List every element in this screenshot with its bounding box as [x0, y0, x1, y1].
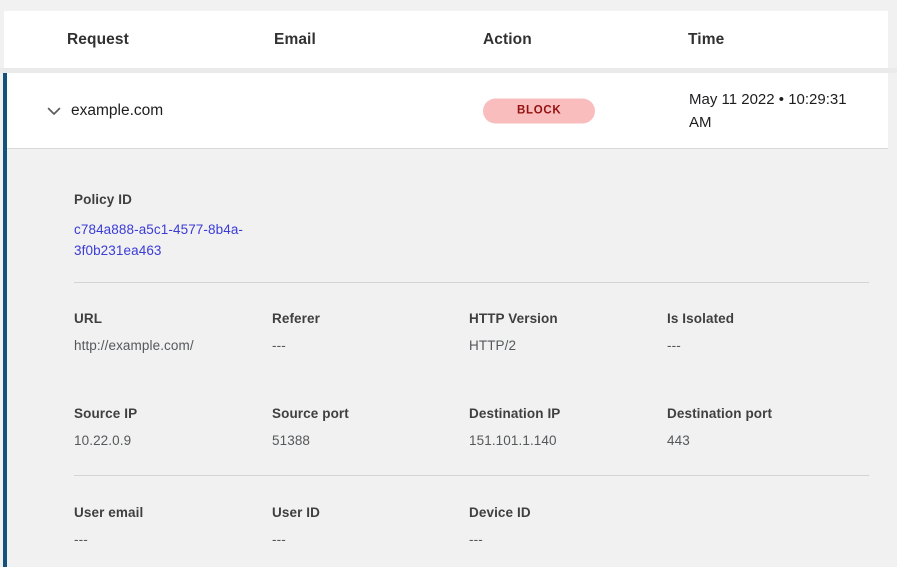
detail-field-policy-id: Policy ID c784a888-a5c1-4577-8b4a-3f0b23…	[74, 192, 269, 261]
table-header: Request Email Action Time	[4, 10, 888, 68]
detail-label-user-id: User ID	[272, 505, 320, 520]
detail-label-destination-port: Destination port	[667, 406, 773, 421]
detail-value-destination-ip: 151.101.1.140	[469, 433, 557, 448]
row-detail-panel: Policy ID c784a888-a5c1-4577-8b4a-3f0b23…	[4, 150, 888, 567]
status-badge: BLOCK	[483, 98, 596, 123]
detail-label-http-version: HTTP Version	[469, 311, 558, 326]
detail-field-user-id: User ID ---	[272, 505, 320, 547]
detail-value-user-email: ---	[74, 532, 88, 547]
detail-field-url: URL http://example.com/	[74, 311, 194, 353]
detail-label-destination-ip: Destination IP	[469, 406, 561, 421]
detail-label-device-id: Device ID	[469, 505, 531, 520]
detail-field-source-ip: Source IP 10.22.0.9	[74, 406, 137, 448]
detail-value-is-isolated: ---	[667, 338, 681, 353]
detail-value-source-ip: 10.22.0.9	[74, 433, 132, 448]
chevron-down-icon[interactable]	[42, 99, 66, 123]
detail-value-device-id: ---	[469, 532, 483, 547]
detail-value-source-port: 51388	[272, 433, 311, 448]
detail-field-http-version: HTTP Version HTTP/2	[469, 311, 558, 353]
column-header-email[interactable]: Email	[274, 30, 316, 48]
detail-field-source-port: Source port 51388	[272, 406, 349, 448]
detail-value-referer: ---	[272, 338, 286, 353]
detail-label-user-email: User email	[74, 505, 144, 520]
selected-row-accent-bar	[3, 73, 7, 567]
detail-field-user-email: User email ---	[74, 505, 143, 547]
detail-divider-1	[74, 282, 869, 283]
detail-label-referer: Referer	[272, 311, 320, 326]
column-header-time[interactable]: Time	[688, 30, 725, 48]
detail-value-url: http://example.com/	[74, 338, 194, 353]
detail-value-destination-port: 443	[667, 433, 690, 448]
detail-label-source-port: Source port	[272, 406, 349, 421]
detail-label-policy-id: Policy ID	[74, 192, 132, 207]
detail-field-referer: Referer ---	[272, 311, 320, 353]
row-request-value[interactable]: example.com	[71, 101, 164, 119]
detail-value-http-version: HTTP/2	[469, 338, 517, 353]
detail-field-destination-port: Destination port 443	[667, 406, 772, 448]
detail-field-is-isolated: Is Isolated ---	[667, 311, 734, 353]
column-header-action[interactable]: Action	[483, 30, 532, 48]
detail-value-user-id: ---	[272, 532, 286, 547]
detail-divider-2	[74, 475, 869, 476]
detail-field-destination-ip: Destination IP 151.101.1.140	[469, 406, 560, 448]
detail-label-url: URL	[74, 311, 103, 326]
detail-field-device-id: Device ID ---	[469, 505, 531, 547]
detail-label-source-ip: Source IP	[74, 406, 138, 421]
row-time-value: May 11 2022 • 10:29:31 AM	[689, 90, 847, 131]
table-row[interactable]: example.com BLOCK May 11 2022 • 10:29:31…	[4, 73, 888, 149]
row-action-cell: BLOCK	[483, 98, 596, 123]
column-header-request[interactable]: Request	[67, 30, 129, 48]
detail-label-is-isolated: Is Isolated	[667, 311, 735, 326]
header-separator	[0, 68, 897, 73]
detail-value-policy-id[interactable]: c784a888-a5c1-4577-8b4a-3f0b231ea463	[74, 222, 244, 258]
